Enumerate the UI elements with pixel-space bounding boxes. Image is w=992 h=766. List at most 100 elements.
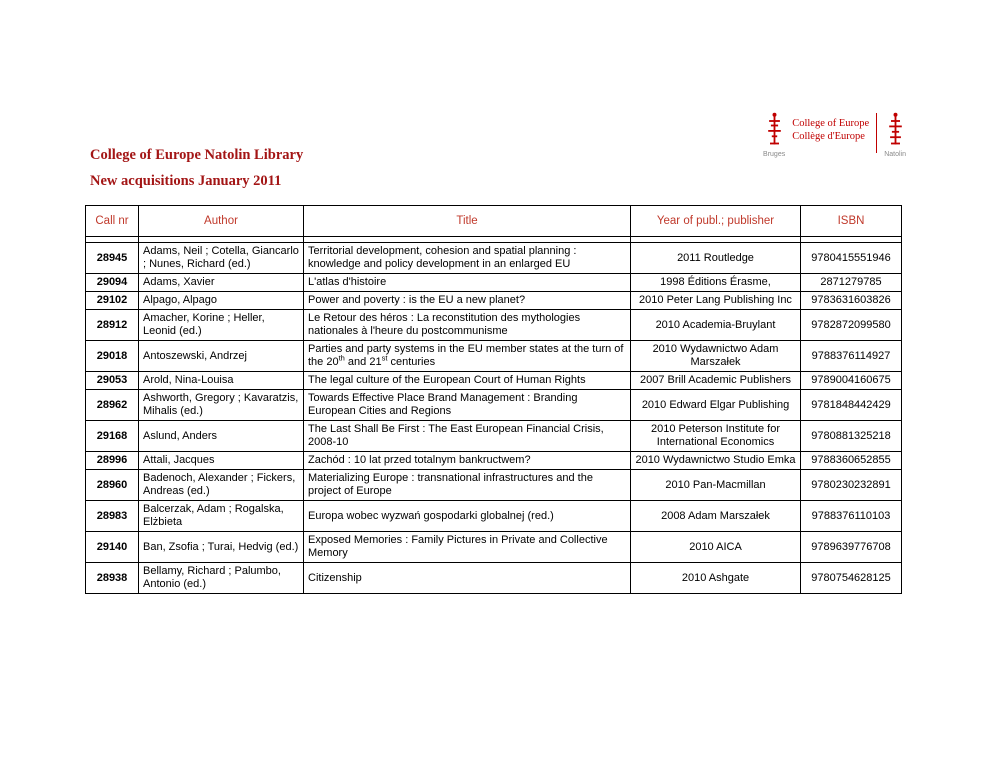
table-row: 29094 Adams, Xavier L'atlas d'histoire 1998… xyxy=(85,273,902,292)
logo-wordmark: College of Europe Collège d'Europe xyxy=(792,112,869,143)
cell-title: Materializing Europe : transnational inf… xyxy=(303,469,631,501)
column-header-title: Title xyxy=(303,205,631,237)
bruges-emblem-icon xyxy=(767,112,781,145)
table-row: 28912 Amacher, Korine ; Heller, Leonid (e… xyxy=(85,309,902,341)
cell-call-nr: 29094 xyxy=(85,273,139,292)
logo-name-en: College of Europe xyxy=(792,118,870,129)
cell-year-publisher: 2010 Peterson Institute for Internationa… xyxy=(630,420,801,452)
cell-year-publisher: 2010 Academia-Bruylant xyxy=(630,309,801,341)
cell-isbn: 9789004160675 xyxy=(800,371,902,390)
logo-natolin-column: Natolin xyxy=(884,112,906,159)
table-row: 28960 Badenoch, Alexander ; Fickers, Andr… xyxy=(85,469,902,501)
cell-author: Arold, Nina-Louisa xyxy=(138,371,304,390)
page-title: College of Europe Natolin Library xyxy=(90,147,304,163)
table-header-row: Call nr Author Title Year of publ.; publ… xyxy=(85,205,902,237)
cell-title: Territorial development, cohesion and sp… xyxy=(303,242,631,274)
column-header-author: Author xyxy=(138,205,304,237)
natolin-emblem-icon xyxy=(888,112,902,145)
cell-isbn: 9789639776708 xyxy=(800,531,902,563)
logo-divider xyxy=(876,113,878,153)
cell-isbn: 9781848442429 xyxy=(800,389,902,421)
cell-call-nr: 28996 xyxy=(85,451,139,470)
acquisitions-table: Call nr Author Title Year of publ.; publ… xyxy=(85,205,902,594)
logo-campus-bruges: Bruges xyxy=(763,151,786,158)
cell-call-nr: 28912 xyxy=(85,309,139,341)
cell-call-nr: 28945 xyxy=(85,242,139,274)
cell-call-nr: 29140 xyxy=(85,531,139,563)
cell-title: Europa wobec wyzwań gospodarki globalnej… xyxy=(303,500,631,532)
cell-title: Citizenship xyxy=(303,562,631,594)
cell-author: Balcerzak, Adam ; Rogalska, Elżbieta xyxy=(138,500,304,532)
cell-year-publisher: 2008 Adam Marszałek xyxy=(630,500,801,532)
cell-call-nr: 28938 xyxy=(85,562,139,594)
table-row: 28945 Adams, Neil ; Cotella, Giancarlo ; … xyxy=(85,242,902,274)
cell-isbn: 9780754628125 xyxy=(800,562,902,594)
cell-year-publisher: 2010 Pan-Macmillan xyxy=(630,469,801,501)
cell-title: Parties and party systems in the EU memb… xyxy=(303,340,631,372)
cell-isbn: 2871279785 xyxy=(800,273,902,292)
cell-isbn: 9782872099580 xyxy=(800,309,902,341)
cell-title: Zachód : 10 lat przed totalnym bankructw… xyxy=(303,451,631,470)
column-header-call-nr: Call nr xyxy=(85,205,139,237)
table-row: 29168 Aslund, Anders The Last Shall Be Fir… xyxy=(85,420,902,452)
cell-title: Power and poverty : is the EU a new plan… xyxy=(303,291,631,310)
cell-year-publisher: 2010 Peter Lang Publishing Inc xyxy=(630,291,801,310)
cell-author: Adams, Xavier xyxy=(138,273,304,292)
table-row: 29140 Ban, Zsofia ; Turai, Hedvig (ed.) Ex… xyxy=(85,531,902,563)
table-row: 28962 Ashworth, Gregory ; Kavaratzis, Mih… xyxy=(85,389,902,421)
cell-call-nr: 28983 xyxy=(85,500,139,532)
logo-name-fr: Collège d'Europe xyxy=(792,131,865,142)
cell-author: Alpago, Alpago xyxy=(138,291,304,310)
cell-author: Ashworth, Gregory ; Kavaratzis, Mihalis … xyxy=(138,389,304,421)
table-row: 28938 Bellamy, Richard ; Palumbo, Antonio… xyxy=(85,562,902,594)
cell-isbn: 9788376110103 xyxy=(800,500,902,532)
cell-call-nr: 29168 xyxy=(85,420,139,452)
cell-year-publisher: 2010 Ashgate xyxy=(630,562,801,594)
table-row: 29018 Antoszewski, Andrzej Parties and par… xyxy=(85,340,902,372)
table-row: 28983 Balcerzak, Adam ; Rogalska, Elżbiet… xyxy=(85,500,902,532)
cell-isbn: 9788360652855 xyxy=(800,451,902,470)
logo-bruges-column: Bruges xyxy=(763,112,785,159)
table-row: 28996 Attali, Jacques Zachód : 10 lat prze… xyxy=(85,451,902,470)
cell-call-nr: 28962 xyxy=(85,389,139,421)
cell-title: The legal culture of the European Court … xyxy=(303,371,631,390)
cell-title: Le Retour des héros : La reconstitution … xyxy=(303,309,631,341)
cell-year-publisher: 2010 Wydawnictwo Adam Marszałek xyxy=(630,340,801,372)
page-subtitle: New acquisitions January 2011 xyxy=(90,173,282,189)
cell-isbn: 9788376114927 xyxy=(800,340,902,372)
cell-call-nr: 29102 xyxy=(85,291,139,310)
column-header-isbn: ISBN xyxy=(800,205,902,237)
column-header-year-publisher: Year of publ.; publisher xyxy=(630,205,801,237)
cell-title: Exposed Memories : Family Pictures in Pr… xyxy=(303,531,631,563)
logo-campus-natolin: Natolin xyxy=(884,151,906,158)
cell-call-nr: 29053 xyxy=(85,371,139,390)
cell-call-nr: 29018 xyxy=(85,340,139,372)
cell-call-nr: 28960 xyxy=(85,469,139,501)
cell-year-publisher: 2010 Wydawnictwo Studio Emka xyxy=(630,451,801,470)
cell-author: Aslund, Anders xyxy=(138,420,304,452)
cell-author: Amacher, Korine ; Heller, Leonid (ed.) xyxy=(138,309,304,341)
cell-title: The Last Shall Be First : The East Europ… xyxy=(303,420,631,452)
acquisitions-table-body: 28945 Adams, Neil ; Cotella, Giancarlo ; … xyxy=(85,242,902,594)
college-of-europe-logo: Bruges College of Europe Collège d'Europ… xyxy=(763,112,906,159)
cell-year-publisher: 1998 Éditions Érasme, xyxy=(630,273,801,292)
table-row: 29102 Alpago, Alpago Power and poverty : i… xyxy=(85,291,902,310)
cell-author: Badenoch, Alexander ; Fickers, Andreas (… xyxy=(138,469,304,501)
table-row: 29053 Arold, Nina-Louisa The legal culture… xyxy=(85,371,902,390)
cell-author: Adams, Neil ; Cotella, Giancarlo ; Nunes… xyxy=(138,242,304,274)
cell-year-publisher: 2007 Brill Academic Publishers xyxy=(630,371,801,390)
cell-title: L'atlas d'histoire xyxy=(303,273,631,292)
cell-year-publisher: 2011 Routledge xyxy=(630,242,801,274)
cell-author: Bellamy, Richard ; Palumbo, Antonio (ed.… xyxy=(138,562,304,594)
document-titles: College of Europe Natolin Library New ac… xyxy=(90,148,303,200)
cell-isbn: 9780230232891 xyxy=(800,469,902,501)
cell-author: Antoszewski, Andrzej xyxy=(138,340,304,372)
cell-isbn: 9780415551946 xyxy=(800,242,902,274)
cell-title: Towards Effective Place Brand Management… xyxy=(303,389,631,421)
cell-author: Ban, Zsofia ; Turai, Hedvig (ed.) xyxy=(138,531,304,563)
cell-isbn: 9780881325218 xyxy=(800,420,902,452)
cell-year-publisher: 2010 AICA xyxy=(630,531,801,563)
cell-year-publisher: 2010 Edward Elgar Publishing xyxy=(630,389,801,421)
cell-author: Attali, Jacques xyxy=(138,451,304,470)
